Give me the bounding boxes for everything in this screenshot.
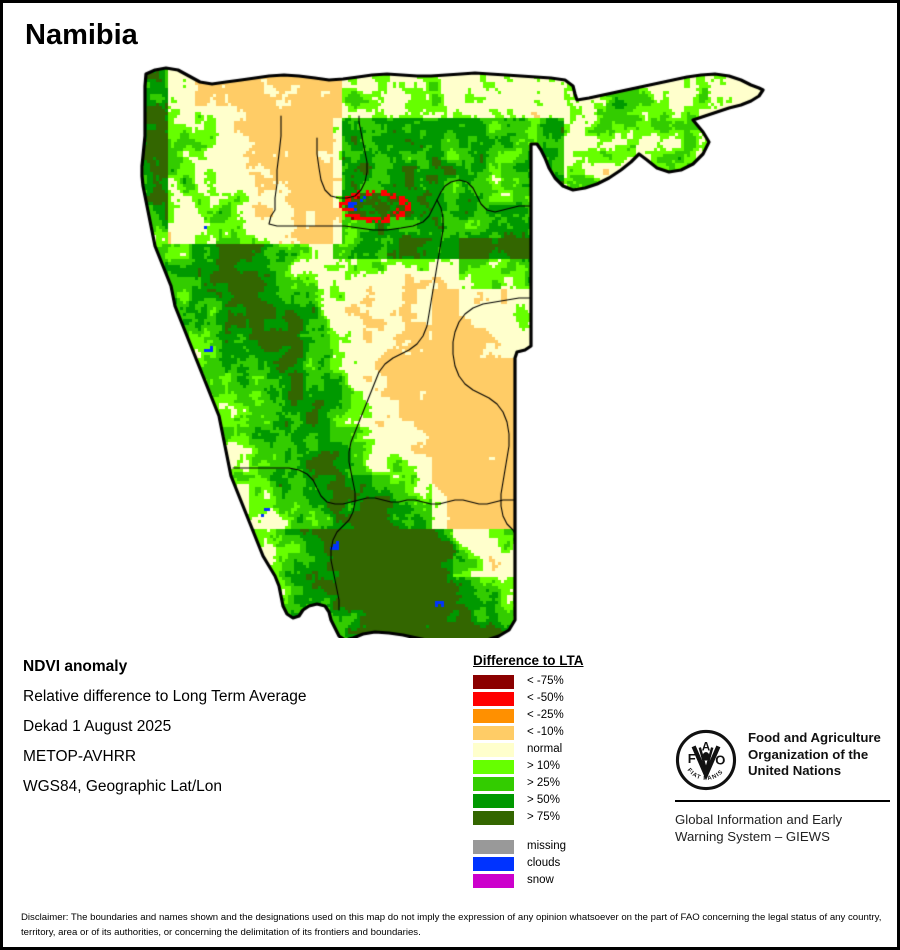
legend-swatch <box>473 708 514 723</box>
legend-label: > 25% <box>527 776 560 789</box>
info-sensor: METOP-AVHRR <box>23 748 137 765</box>
legend-label: < -50% <box>527 691 564 704</box>
legend-swatch <box>473 776 514 791</box>
ndvi-anomaly-map[interactable] <box>3 58 897 638</box>
legend-swatch <box>473 674 514 689</box>
legend-class-list: < -75% < -50% < -25% < -10% normal > 10% > 25%… <box>473 673 653 826</box>
legend-swatch <box>473 725 514 740</box>
legend-swatch <box>473 759 514 774</box>
fao-divider <box>675 800 890 802</box>
legend-special-list: missing clouds snow <box>473 838 653 889</box>
legend-swatch <box>473 856 514 871</box>
fao-org-line-3: United Nations <box>748 763 842 779</box>
disclaimer-text: Disclaimer: The boundaries and names sho… <box>21 912 882 938</box>
legend-row: normal <box>473 741 653 758</box>
legend-label: snow <box>527 873 554 886</box>
map-legend: Difference to LTA < -75% < -50% < -25% < -1… <box>473 653 653 889</box>
legend-row: < -75% <box>473 673 653 690</box>
fao-logo-icon: F A O FIAT PANIS <box>675 729 737 791</box>
fao-organization-name: Food and Agriculture Organization of the… <box>748 730 881 780</box>
fao-org-line-1: Food and Agriculture <box>748 730 881 745</box>
info-subtitle: Relative difference to Long Term Average <box>23 688 307 705</box>
giews-programme-name: Global Information and Early Warning Sys… <box>675 811 890 845</box>
legend-label: < -10% <box>527 725 564 738</box>
fao-org-line-2: Organization of the <box>748 746 869 762</box>
legend-row: > 10% <box>473 758 653 775</box>
legend-row: clouds <box>473 855 653 872</box>
map-raster-canvas[interactable] <box>3 58 897 638</box>
legend-label: < -25% <box>527 708 564 721</box>
legend-row: > 25% <box>473 775 653 792</box>
svg-text:F: F <box>688 751 696 766</box>
legend-label: > 10% <box>527 759 560 772</box>
info-heading: NDVI anomaly <box>23 658 128 675</box>
legend-swatch <box>473 793 514 808</box>
legend-row: < -25% <box>473 707 653 724</box>
legend-label: clouds <box>527 856 561 869</box>
svg-text:O: O <box>715 752 725 767</box>
legend-row: > 50% <box>473 792 653 809</box>
legend-row: < -50% <box>473 690 653 707</box>
svg-text:A: A <box>702 741 711 754</box>
legend-swatch <box>473 691 514 706</box>
legend-label: > 75% <box>527 810 560 823</box>
info-projection: WGS84, Geographic Lat/Lon <box>23 778 223 795</box>
giews-line-1: Global Information and Early <box>675 812 843 827</box>
legend-label: < -75% <box>527 674 564 687</box>
page-title: Namibia <box>25 19 138 51</box>
legend-title: Difference to LTA <box>473 653 584 668</box>
info-period: Dekad 1 August 2025 <box>23 718 172 735</box>
legend-row: > 75% <box>473 809 653 826</box>
map-info-block: NDVI anomaly Relative difference to Long… <box>23 658 453 808</box>
legend-swatch <box>473 810 514 825</box>
legend-row: missing <box>473 838 653 855</box>
legend-swatch <box>473 742 514 757</box>
legend-swatch <box>473 839 514 854</box>
legend-swatch <box>473 873 514 888</box>
legend-row: snow <box>473 872 653 889</box>
giews-line-2: Warning System – GIEWS <box>675 829 830 845</box>
legend-label: > 50% <box>527 793 560 806</box>
legend-row: < -10% <box>473 724 653 741</box>
fao-branding: F A O FIAT PANIS Food and Agriculture Or… <box>675 729 890 845</box>
legend-label: missing <box>527 839 566 852</box>
legend-label: normal <box>527 742 563 755</box>
